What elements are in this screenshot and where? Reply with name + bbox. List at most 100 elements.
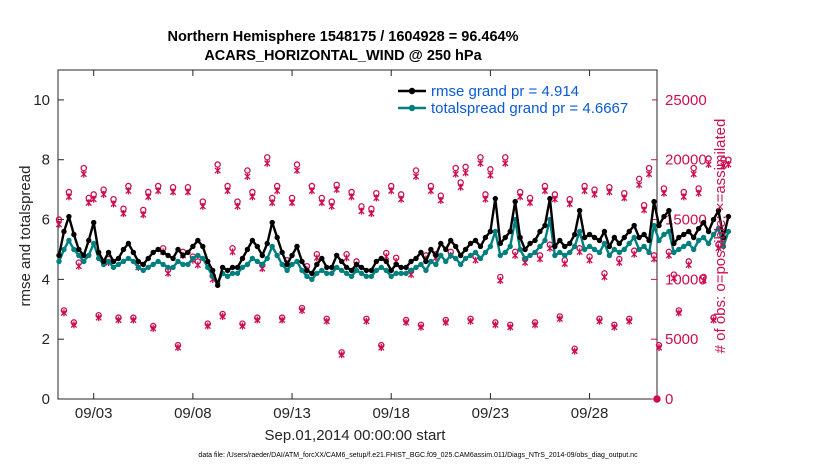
rmse-point [120, 246, 127, 253]
obs-assimilated-point [269, 199, 276, 207]
totalspread-point [264, 255, 270, 262]
rmse-point [661, 213, 667, 220]
obs-assimilated-point [576, 248, 583, 256]
obs-assimilated-point [536, 255, 544, 263]
totalspread-point [581, 246, 588, 253]
obs-assimilated-point [566, 200, 573, 208]
obs-assimilated-point [502, 159, 509, 167]
obs-assimilated-point [710, 316, 717, 324]
totalspread-point [383, 267, 389, 274]
obs-possible-point [264, 154, 271, 161]
rmse-point [522, 246, 528, 253]
plot-area: 0 2 4 6 8 10 0 5000 10000 15000 20000 25000 09/03 09/… [33, 69, 732, 422]
rmse-point [611, 234, 618, 241]
totalspread-point [125, 255, 132, 262]
obs-assimilated-point [204, 322, 211, 330]
rmse-point [512, 198, 518, 205]
totalspread-point [185, 261, 191, 268]
rmse-point [299, 258, 305, 265]
rmse-point [433, 252, 439, 259]
obs-assimilated-point [645, 170, 653, 178]
obs-assimilated-point [298, 306, 306, 314]
totalspread-point [259, 261, 265, 268]
obs-assimilated-point [274, 187, 281, 195]
obs-assimilated-point [343, 254, 350, 262]
rmse-point [279, 249, 285, 256]
rmse-point [150, 249, 156, 256]
rmse-point [205, 258, 211, 265]
obs-assimilated-point [561, 260, 568, 268]
rmse-point [547, 195, 553, 202]
totalspread-point [676, 246, 682, 253]
obs-assimilated-point [288, 199, 296, 207]
totalspread-point [353, 267, 360, 274]
x-tick-label: 09/08 [174, 405, 212, 422]
obs-assimilated-point [100, 190, 107, 198]
totalspread-point [700, 234, 707, 241]
legend-marker [408, 87, 416, 95]
x-tick-label: 09/03 [75, 405, 113, 422]
totalspread-point [502, 249, 508, 256]
totalspread-point [403, 270, 409, 277]
totalspread-point [234, 270, 241, 277]
rmse-point [562, 243, 568, 250]
obs-assimilated-point [556, 315, 563, 323]
totalspread-point [557, 249, 563, 256]
rmse-line [57, 197, 730, 287]
totalspread-point [452, 255, 459, 262]
totalspread-point [175, 258, 181, 265]
rmse-point [180, 252, 186, 259]
y-tick-label: 2 [42, 331, 50, 348]
totalspread-point [467, 252, 474, 259]
obs-assimilated-point [264, 159, 271, 167]
obs-possible-point [635, 175, 643, 183]
totalspread-point [626, 240, 632, 247]
rmse-point [239, 255, 246, 262]
obs-assimilated-point [680, 193, 687, 201]
totalspread-point [165, 264, 171, 271]
totalspread-point [462, 255, 469, 262]
rmse-point [234, 264, 241, 271]
rmse-point [626, 228, 632, 235]
totalspread-point [319, 267, 325, 274]
rmse-point [210, 267, 216, 274]
rmse-point [606, 243, 613, 250]
rmse-point [155, 246, 161, 253]
totalspread-point [601, 240, 608, 247]
totalspread-point [155, 258, 161, 265]
rmse-point [403, 264, 409, 271]
rmse-point [438, 240, 444, 247]
obs-assimilated-point [427, 187, 435, 195]
obs-assimilated-point [199, 202, 206, 210]
obs-assimilated-point [313, 254, 320, 262]
rmse-point [720, 234, 727, 241]
rmse-point [105, 249, 112, 256]
totalspread-point [195, 252, 201, 259]
obs-assimilated-point [516, 193, 524, 201]
obs-assimilated-point [497, 277, 504, 285]
totalspread-point [200, 255, 206, 262]
rmse-point [373, 258, 380, 265]
obs-assimilated-point [130, 316, 137, 324]
rmse-point [378, 255, 385, 262]
totalspread-point [145, 264, 151, 271]
totalspread-point [552, 252, 558, 259]
obs-assimilated-point [224, 187, 231, 195]
rmse-point [254, 243, 261, 250]
obs-assimilated-point [611, 323, 618, 331]
totalspread-point [542, 237, 548, 244]
totalspread-point [294, 258, 300, 265]
obs-assimilated-point [115, 316, 122, 324]
totalspread-point [190, 255, 196, 262]
obs-assimilated-point [596, 317, 603, 325]
rmse-point [681, 231, 687, 238]
totalspread-point [388, 273, 394, 280]
obs-possible-point [645, 164, 653, 172]
obs-assimilated-point [655, 344, 663, 352]
totalspread-point [413, 264, 419, 271]
rmse-point [219, 264, 226, 271]
rmse-point [700, 219, 707, 226]
obs-assimilated-point [526, 199, 534, 207]
rmse-point [140, 261, 146, 268]
totalspread-point [309, 276, 315, 283]
